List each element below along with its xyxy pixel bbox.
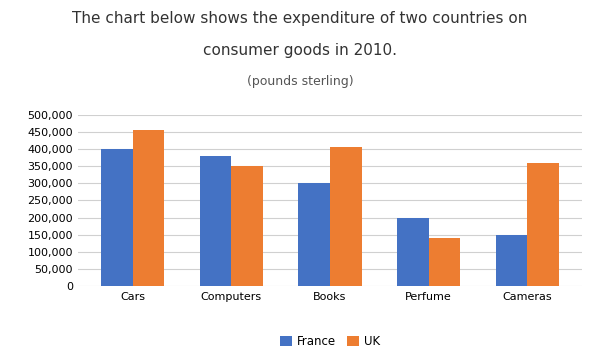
Bar [496,235,527,286]
Bar [200,156,231,286]
Bar [101,149,133,286]
Bar [298,183,330,286]
Text: (pounds sterling): (pounds sterling) [247,75,353,88]
Text: The chart below shows the expenditure of two countries on: The chart below shows the expenditure of… [73,11,527,26]
Bar [397,218,429,286]
Bar [133,130,164,286]
Bar [527,163,559,286]
Bar [231,166,263,286]
Text: consumer goods in 2010.: consumer goods in 2010. [203,43,397,58]
Bar [330,147,362,286]
Legend: France, UK: France, UK [275,330,385,353]
Bar [429,238,460,286]
